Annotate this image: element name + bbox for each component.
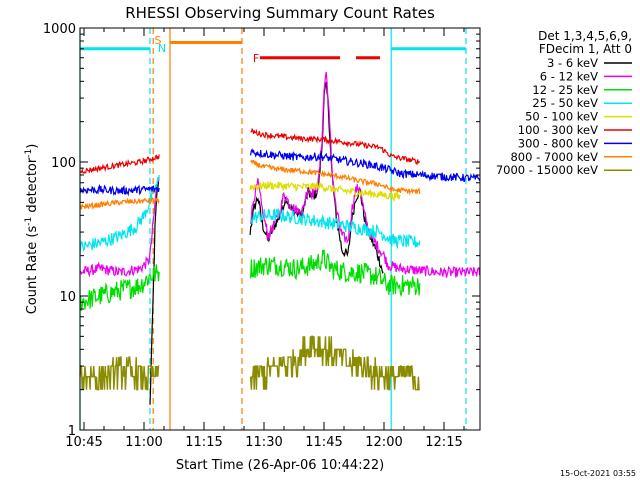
x-tick-label: 11:15	[185, 435, 222, 450]
chart-title: RHESSI Observing Summary Count Rates	[125, 4, 435, 22]
legend-label: 800 - 7000 keV	[510, 150, 598, 164]
series-line-3	[79, 264, 160, 312]
x-tick-label: 10:45	[65, 435, 102, 450]
legend-label: 50 - 100 keV	[525, 110, 598, 124]
saa-marker: S	[155, 34, 162, 47]
y-tick-label: 100	[51, 156, 76, 171]
legend: Det 1,3,4,5,6,9, FDecim 1, Att 0 3 - 6 k…	[496, 29, 632, 177]
series-line-4	[79, 174, 160, 255]
event-lines-group	[79, 28, 467, 430]
y-label-sup1: -1	[24, 217, 34, 226]
series-line-4	[250, 207, 421, 250]
legend-label: 12 - 25 keV	[532, 83, 598, 97]
series-line-9	[79, 356, 160, 391]
night-marker: N	[158, 42, 166, 55]
series-line-1	[249, 80, 384, 274]
legend-header-1: Det 1,3,4,5,6,9,	[538, 29, 632, 43]
legend-label: 25 - 50 keV	[532, 96, 598, 110]
y-label-main: Count Rate (s	[25, 226, 40, 315]
flare-marker: F	[253, 52, 259, 65]
plot-frame	[79, 27, 481, 431]
y-label-sup2: -1	[24, 149, 34, 158]
series-line-8	[79, 197, 160, 211]
x-axis-label: Start Time (26-Apr-06 10:44:22)	[176, 458, 384, 473]
series-line-6	[250, 127, 421, 165]
series-line-7	[79, 183, 160, 197]
series-line-6	[79, 154, 160, 174]
legend-label: 100 - 300 keV	[518, 123, 598, 137]
y-tick-label: 1	[68, 424, 76, 439]
legend-label: 7000 - 15000 keV	[496, 163, 598, 177]
x-tick-label: 12:00	[365, 435, 402, 450]
x-tick-label: 12:15	[425, 435, 462, 450]
x-tick-label: 11:30	[245, 435, 282, 450]
x-tick-label: 11:00	[125, 435, 162, 450]
series-line-2	[79, 177, 160, 278]
series-line-3	[250, 249, 421, 298]
legend-label: 3 - 6 keV	[547, 56, 598, 70]
y-label-end: )	[25, 144, 40, 149]
y-tick-label: 1000	[43, 22, 76, 37]
series-line-9	[249, 335, 420, 391]
event-bars-group	[80, 40, 466, 60]
y-axis-label: Count Rate (s-1 detector-1)	[24, 144, 40, 315]
y-label-mid: detector	[25, 157, 40, 217]
series-line-7	[250, 148, 481, 183]
series-line-8	[250, 159, 421, 196]
series-line-5	[249, 180, 401, 202]
series-group	[79, 71, 481, 405]
generated-timestamp: 15-Oct-2021 03:55	[560, 469, 636, 478]
legend-header-2: FDecim 1, Att 0	[539, 42, 632, 56]
series-line-2	[250, 71, 481, 278]
axes-group: 10:45 11:00 11:15 11:30 11:45 12:00 12:15 1 10 10…	[43, 22, 481, 450]
y-tick-label: 10	[59, 290, 76, 305]
legend-label: 6 - 12 keV	[540, 69, 598, 83]
legend-label: 300 - 800 keV	[518, 136, 598, 150]
x-tick-label: 11:45	[305, 435, 342, 450]
